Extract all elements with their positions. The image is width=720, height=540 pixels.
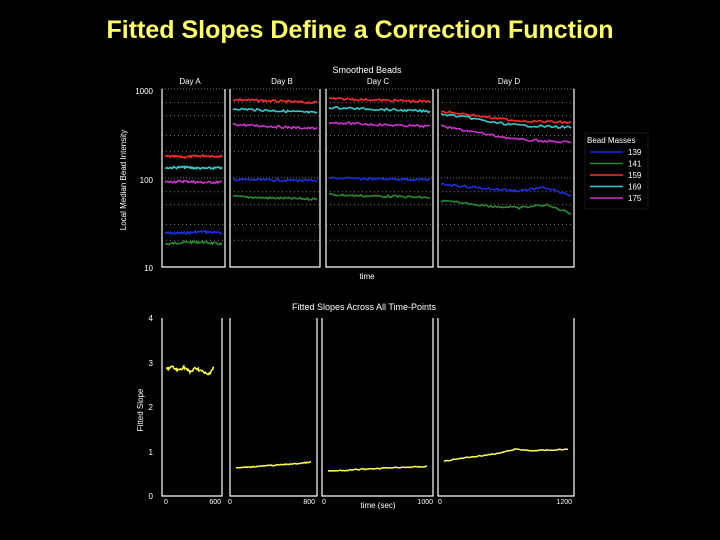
top-chart-ylabel: Local Median Bead Intensity	[119, 130, 128, 231]
top-chart-title: Smoothed Beads	[332, 65, 402, 75]
panel-label-day-c: Day C	[367, 77, 389, 86]
series-line-169-day-a	[164, 164, 223, 171]
series-line-175-day-b	[232, 122, 318, 130]
top-panels	[161, 88, 575, 268]
series-line-139-day-b	[233, 177, 318, 183]
series-line-141-day-c	[329, 193, 431, 199]
slide-title: Fitted Slopes Define a Correction Functi…	[106, 16, 614, 44]
panel-frame	[229, 89, 321, 268]
slope-line-day-b	[235, 461, 311, 469]
panel-frame	[161, 318, 223, 497]
panel-label-day-a: Day A	[179, 77, 201, 86]
series-line-141-day-d	[440, 199, 572, 216]
panel-frame	[229, 318, 318, 497]
panel-label-day-d: Day D	[498, 77, 520, 86]
panel-label-day-b: Day B	[271, 77, 293, 86]
bottom-panels	[161, 318, 575, 497]
bottom-panel-day-b	[229, 318, 318, 497]
xtick-label-day-b-start: 0	[228, 499, 232, 506]
series-line-141-day-b	[232, 194, 318, 201]
panel-frame	[437, 89, 575, 268]
bottom-panel-day-d	[437, 318, 575, 497]
top-panel-day-a	[161, 88, 226, 268]
top-panel-day-d	[437, 88, 575, 268]
bottom-chart-xlabel: time (sec)	[360, 501, 395, 510]
legend: Bead Masses 139 141 159 169 175	[584, 132, 649, 210]
slope-ytick-label-4: 4	[149, 314, 154, 323]
legend-label-141: 141	[628, 160, 642, 169]
bottom-chart-ylabel: Fitted Slope	[136, 388, 145, 431]
slope-line-day-a	[165, 364, 215, 376]
legend-label-159: 159	[628, 171, 642, 180]
xtick-label-day-d-end: 1200	[556, 499, 572, 506]
ytick-label-10: 10	[144, 264, 153, 273]
series-line-159-day-d	[440, 110, 572, 124]
xtick-label-day-b-end: 800	[303, 499, 315, 506]
panel-frame	[437, 318, 575, 497]
legend-label-139: 139	[628, 148, 642, 157]
xtick-label-day-c-end: 1000	[417, 499, 433, 506]
legend-items: 139 141 159 169 175	[590, 148, 642, 203]
bottom-chart-title: Fitted Slopes Across All Time-Points	[292, 302, 437, 312]
bottom-panel-day-c	[321, 318, 434, 497]
smoothed-beads-chart: Smoothed Beads Local Median Bead Intensi…	[119, 65, 575, 281]
slope-line-day-c	[327, 465, 427, 472]
series-line-159-day-c	[328, 97, 431, 104]
legend-title: Bead Masses	[587, 136, 635, 145]
series-line-175-day-d	[440, 124, 572, 144]
top-chart-xlabel: time	[359, 272, 375, 281]
slope-ytick-label-3: 3	[149, 359, 154, 368]
legend-label-169: 169	[628, 183, 642, 192]
slope-line-day-d	[443, 447, 569, 463]
series-line-169-day-d	[440, 112, 572, 129]
panel-frame	[325, 89, 434, 268]
panel-frame	[321, 318, 434, 497]
series-line-139-day-c	[328, 176, 431, 182]
series-line-159-day-a	[164, 153, 223, 160]
series-line-169-day-c	[328, 105, 431, 114]
legend-box	[584, 132, 649, 210]
series-line-175-day-a	[164, 179, 223, 185]
top-panel-day-c	[325, 88, 434, 268]
bottom-panel-day-a	[161, 318, 223, 497]
ytick-label-1000: 1000	[135, 87, 153, 96]
top-panel-day-b	[229, 88, 321, 268]
slope-ytick-label-1: 1	[149, 448, 154, 457]
series-line-175-day-c	[328, 121, 431, 129]
legend-label-175: 175	[628, 194, 642, 203]
series-line-169-day-b	[232, 107, 318, 114]
slope-ytick-label-2: 2	[149, 403, 154, 412]
series-line-139-day-d	[440, 182, 572, 198]
panel-frame	[161, 89, 226, 268]
slope-ytick-label-0: 0	[149, 492, 154, 501]
xtick-label-day-d-start: 0	[438, 499, 442, 506]
fitted-slopes-chart: Fitted Slopes Across All Time-Points Fit…	[136, 302, 575, 510]
series-line-159-day-b	[232, 97, 318, 105]
xtick-label-day-c-start: 0	[322, 499, 326, 506]
series-line-141-day-a	[164, 239, 223, 246]
xtick-label-day-a-end: 600	[209, 499, 221, 506]
series-line-139-day-a	[164, 229, 223, 236]
ytick-label-100: 100	[140, 176, 154, 185]
xtick-label-day-a-start: 0	[164, 499, 168, 506]
